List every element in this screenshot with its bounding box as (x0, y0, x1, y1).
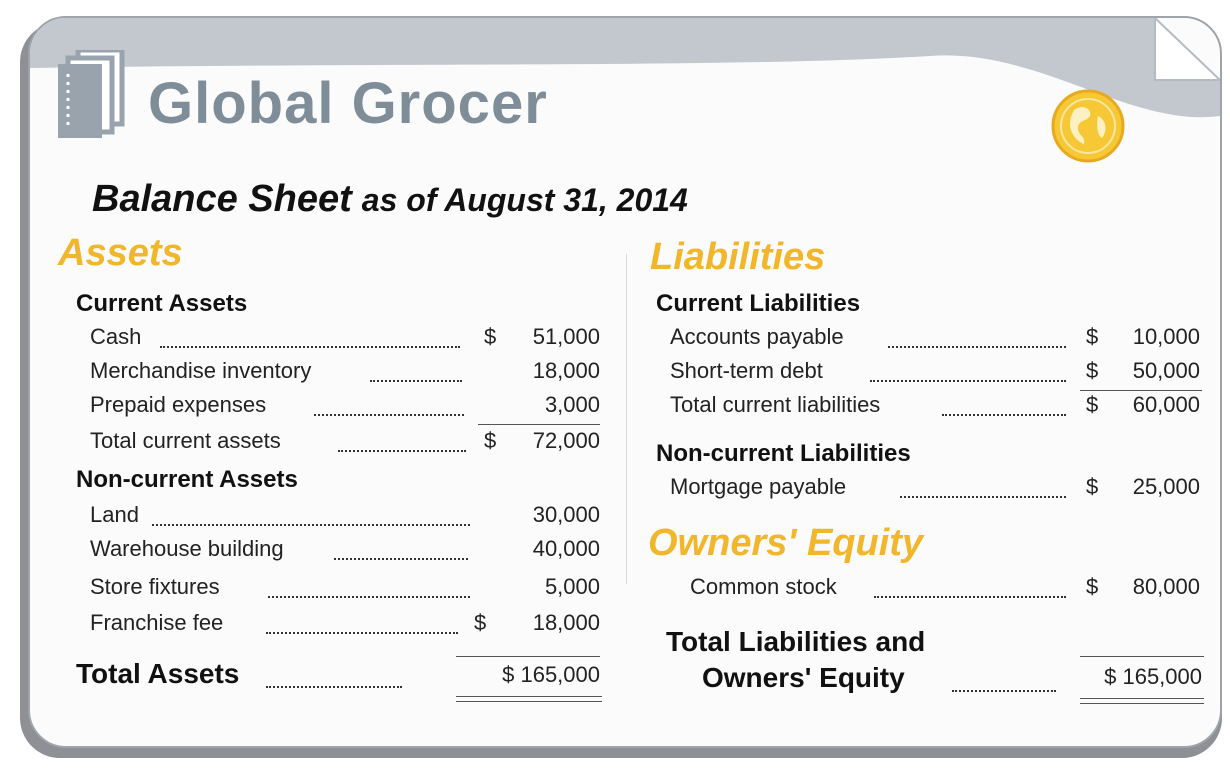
row-amount: 80,000 (1132, 574, 1200, 599)
total-rule-top (456, 656, 600, 657)
double-rule-2 (456, 701, 602, 702)
leader-dots (900, 474, 1066, 498)
row-currency: $ (1086, 358, 1099, 383)
current-assets-heading: Current Assets (76, 290, 248, 317)
leader-dots (952, 662, 1056, 692)
leader-dots (160, 324, 460, 348)
row-currency: $ (484, 428, 497, 453)
leader-dots (266, 658, 402, 688)
noncurrent-liabilities-heading: Non-current Liabilities (656, 440, 911, 467)
double-rule-2 (1080, 703, 1204, 704)
double-rule-1 (1080, 698, 1204, 699)
liability-row-total-current: Total current liabilities $ 60,000 (670, 392, 1200, 424)
row-amount: 51,000 (532, 324, 600, 349)
liability-row-short-term-debt: Short-term debt $ 50,000 (670, 358, 1200, 390)
leader-dots (334, 536, 468, 560)
row-label: Prepaid expenses (90, 392, 267, 417)
asset-row-inventory: Merchandise inventory 18,000 (90, 358, 600, 390)
balance-sheet-card: Global Grocer Balance Sheet as of August … (28, 16, 1222, 748)
column-divider (626, 254, 627, 584)
row-label: Cash (90, 324, 142, 349)
leader-dots (942, 392, 1066, 416)
row-currency: $ (1086, 392, 1099, 417)
asset-row-prepaid: Prepaid expenses 3,000 (90, 392, 600, 424)
row-label: Warehouse building (90, 536, 284, 561)
asset-row-fixtures: Store fixtures 5,000 (90, 574, 600, 606)
document-stack-icon (58, 50, 125, 138)
total-liabilities-equity-row: Owners' Equity (702, 662, 1062, 700)
liability-row-accounts-payable: Accounts payable $ 10,000 (670, 324, 1200, 356)
header-banner (30, 18, 1220, 118)
row-amount: 50,000 (1132, 358, 1200, 383)
total-assets-amount-row: $ 165,000 (456, 662, 600, 694)
total-liabilities-equity-amount-row: $ 165,000 (1076, 664, 1202, 696)
row-amount: 18,000 (532, 610, 600, 635)
total-rule-top (1080, 656, 1204, 657)
asset-row-franchise: Franchise fee $ 18,000 (90, 610, 600, 642)
row-label: Common stock (690, 574, 837, 599)
leader-dots (268, 574, 470, 598)
total-liabilities-equity-label-line1: Total Liabilities and (666, 626, 926, 657)
subtotal-rule (478, 424, 600, 425)
total-assets-row: Total Assets (76, 658, 600, 696)
leader-dots (370, 358, 462, 382)
row-label: Short-term debt (670, 358, 823, 383)
row-amount: 5,000 (544, 574, 600, 599)
row-label: Store fixtures (90, 574, 220, 599)
assets-heading: Assets (58, 232, 183, 274)
leader-dots (870, 358, 1066, 382)
owners-equity-heading: Owners' Equity (648, 522, 924, 564)
title-date: as of August 31, 2014 (361, 182, 688, 218)
row-currency: $ (474, 610, 487, 635)
asset-row-warehouse: Warehouse building 40,000 (90, 536, 600, 568)
row-currency: $ (1086, 324, 1099, 349)
globe-icon (1051, 89, 1125, 163)
row-label: Mortgage payable (670, 474, 847, 499)
row-label: Total current liabilities (670, 392, 881, 417)
row-currency: $ (484, 324, 497, 349)
double-rule-1 (456, 696, 602, 697)
page-title: Balance Sheet as of August 31, 2014 (92, 178, 688, 221)
row-amount: 25,000 (1132, 474, 1200, 499)
row-amount: 72,000 (532, 428, 600, 453)
liabilities-heading: Liabilities (650, 236, 826, 278)
row-amount: 18,000 (532, 358, 600, 383)
current-liabilities-heading: Current Liabilities (656, 290, 861, 317)
leader-dots (874, 574, 1066, 598)
row-amount: 40,000 (532, 536, 600, 561)
total-assets-amount: $ 165,000 (502, 662, 600, 687)
asset-row-total-current: Total current assets $ 72,000 (90, 428, 600, 460)
row-label: Merchandise inventory (90, 358, 312, 383)
subtotal-rule (1080, 390, 1202, 391)
row-label: Total current assets (90, 428, 281, 453)
liability-row-mortgage: Mortgage payable $ 25,000 (670, 474, 1200, 506)
row-amount: 10,000 (1132, 324, 1200, 349)
asset-row-land: Land 30,000 (90, 502, 600, 534)
row-amount: 30,000 (532, 502, 600, 527)
total-liabilities-equity-label-line2: Owners' Equity (702, 662, 905, 693)
total-assets-label: Total Assets (76, 658, 240, 689)
row-label: Accounts payable (670, 324, 844, 349)
row-amount: 60,000 (1132, 392, 1200, 417)
leader-dots (338, 428, 466, 452)
leader-dots (266, 610, 458, 634)
row-label: Land (90, 502, 139, 527)
asset-row-cash: Cash $ 51,000 (90, 324, 600, 356)
leader-dots (888, 324, 1066, 348)
brand-logo-text: Global Grocer (148, 71, 548, 136)
total-liabilities-equity-amount: $ 165,000 (1104, 664, 1202, 689)
row-currency: $ (1086, 574, 1099, 599)
leader-dots (152, 502, 470, 526)
row-currency: $ (1086, 474, 1099, 499)
noncurrent-assets-heading: Non-current Assets (76, 466, 298, 493)
row-amount: 3,000 (544, 392, 600, 417)
leader-dots (314, 392, 464, 416)
title-main: Balance Sheet (92, 178, 352, 220)
equity-row-common-stock: Common stock $ 80,000 (690, 574, 1200, 606)
row-label: Franchise fee (90, 610, 224, 635)
